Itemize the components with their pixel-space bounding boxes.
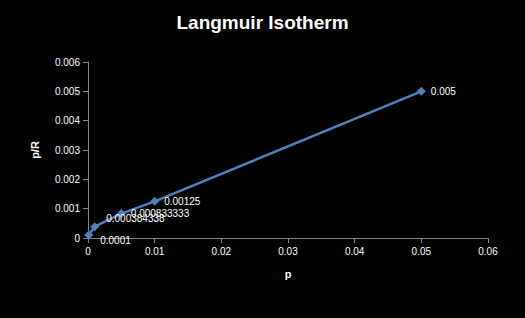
- svg-text:0.03: 0.03: [278, 246, 298, 257]
- svg-text:p/R: p/R: [29, 141, 41, 159]
- svg-text:0: 0: [74, 233, 80, 244]
- svg-text:0.0001: 0.0001: [100, 235, 131, 246]
- svg-text:0.006: 0.006: [55, 57, 80, 68]
- svg-text:0.05: 0.05: [412, 246, 432, 257]
- svg-text:0.005: 0.005: [55, 86, 80, 97]
- svg-text:0.04: 0.04: [345, 246, 365, 257]
- svg-text:0.00125: 0.00125: [164, 196, 201, 207]
- svg-text:Langmuir Isotherm: Langmuir Isotherm: [176, 12, 348, 33]
- svg-text:0.002: 0.002: [55, 174, 80, 185]
- svg-text:0.01: 0.01: [145, 246, 165, 257]
- svg-text:0.003: 0.003: [55, 145, 80, 156]
- svg-text:0.005: 0.005: [431, 86, 456, 97]
- svg-text:0.06: 0.06: [478, 246, 498, 257]
- svg-text:0.000833333: 0.000833333: [131, 208, 190, 219]
- svg-text:p: p: [285, 268, 292, 280]
- svg-text:0: 0: [85, 246, 91, 257]
- svg-text:0.02: 0.02: [212, 246, 232, 257]
- svg-text:0.001: 0.001: [55, 203, 80, 214]
- svg-text:0.004: 0.004: [55, 115, 80, 126]
